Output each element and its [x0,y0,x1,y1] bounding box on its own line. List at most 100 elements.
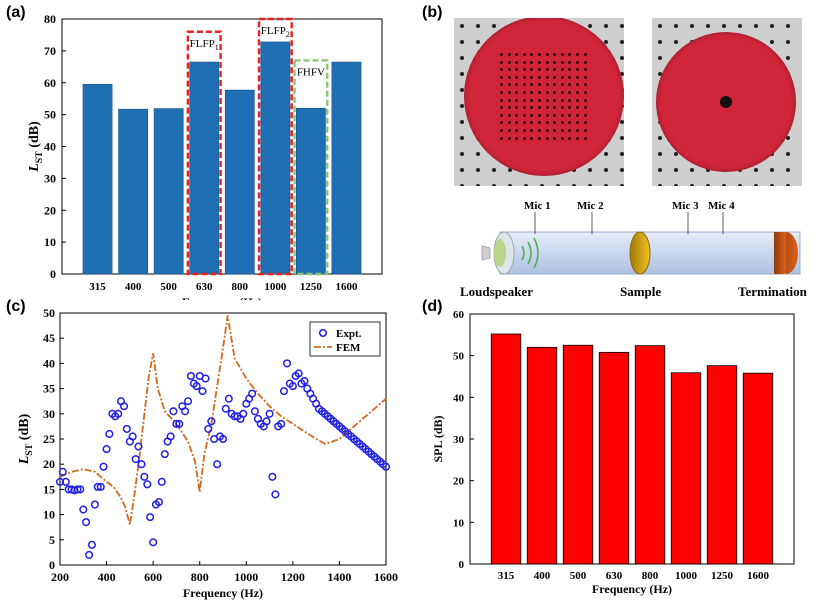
pegboard-hole [492,168,496,172]
perforation-hole [538,121,541,125]
bar-d-630 [598,351,630,565]
sample-photo-perforated [454,18,624,186]
perforation-array [500,53,590,143]
pegboard-hole [460,136,464,140]
perforation-hole [553,91,557,94]
pegboard-hole [476,152,480,156]
perforation-hole [560,83,564,87]
perforation-hole [507,136,511,140]
expt-point [277,419,286,428]
perforation-hole [576,53,579,56]
perforation-hole [583,91,587,94]
annotation-box-a [293,59,329,276]
expt-point [154,497,164,507]
pegboard-hole [588,184,592,186]
x-tick-label-a: 400 [125,281,142,293]
pegboard-hole [738,184,742,186]
expt-point [90,500,99,509]
pegboard-hole [722,24,726,28]
pegboard-hole [786,24,790,28]
perforation-hole [507,68,511,72]
perforation-hole [530,106,534,110]
x-tick-label-a: 800 [232,281,249,293]
y-tick-label-d: 10 [453,517,465,529]
pegboard-hole [658,168,662,172]
expt-point [137,460,146,469]
perforation-hole [545,129,549,132]
perforation-hole [515,98,519,102]
perforation-hole [515,53,519,56]
perforation-hole [560,91,564,94]
perforation-hole [538,83,541,87]
pegboard-hole [658,40,662,44]
pegboard-hole [770,184,774,186]
perforation-hole [500,53,503,56]
pegboard-hole [492,24,496,28]
pegboard-hole [460,168,464,172]
perforation-hole [530,68,534,72]
perforation-hole [568,136,572,140]
perforation-hole [500,68,503,72]
perforation-hole [576,91,579,94]
perforation-hole [568,75,572,79]
x-tick-label-c: 200 [51,570,69,584]
pegboard-hole [690,184,694,186]
x-tick-label-c: 1200 [281,570,305,584]
expt-point [175,419,184,428]
bar-a-500 [153,108,184,275]
expt-point [282,359,292,368]
x-tick-label-a: 1000 [264,281,287,293]
pegboard-hole [460,24,464,28]
expt-point [114,409,123,418]
perforation-hole [522,68,526,72]
mic-3-label: Mic 3 [672,200,699,212]
perforation-hole [538,53,541,56]
pegboard-hole [658,72,662,76]
perforation-hole [515,75,519,79]
y-tick-label-c: 30 [43,407,55,421]
y-axis-label-c: LST (dB) [17,413,35,465]
perforation-hole [583,60,587,64]
pegboard-hole [658,136,662,140]
pegboard-hole [658,56,662,60]
perforation-hole [583,136,587,140]
perforation-hole [568,60,572,64]
pegboard-hole [460,40,464,44]
pegboard-hole [770,40,774,44]
pegboard-hole [604,168,608,172]
perforation-hole [530,91,534,94]
perforation-hole [500,75,503,79]
perforation-hole [515,129,519,132]
chart-d: 0 10 20 30 40 50 60 315 400 500 630 800 1000 1250 1600… [431,309,795,596]
pegboard-hole [706,24,710,28]
expt-point [300,376,309,386]
perforation-hole [545,53,549,56]
perforation-hole [530,121,534,125]
annotation-box-a [186,30,222,276]
bar-d-500 [562,344,594,565]
expt-point [192,382,201,391]
pegboard-hole [620,152,624,156]
perforation-hole [515,106,519,110]
legend-box-c [309,321,381,357]
panel-label-c: (c) [6,298,26,315]
perforation-hole [507,113,511,117]
bar-d-400 [526,346,558,565]
pegboard-hole [674,152,678,156]
pegboard-hole [604,184,608,186]
bar-a-800 [224,89,255,275]
perforation-hole [500,60,503,64]
expt-point [105,429,114,439]
y-tick-label-d: 40 [453,392,465,404]
y-tick-label-a: 60 [44,76,56,90]
pegboard-hole [658,24,662,28]
perforation-hole [560,113,564,117]
expt-point [149,538,158,547]
pegboard-hole [770,24,774,28]
bar-d-1250 [706,365,738,565]
legend-label-expt: Expt. [336,328,362,340]
perforation-hole [576,106,579,110]
pegboard-hole [620,168,624,172]
perforation-hole [553,75,557,79]
perforation-hole [545,106,549,110]
